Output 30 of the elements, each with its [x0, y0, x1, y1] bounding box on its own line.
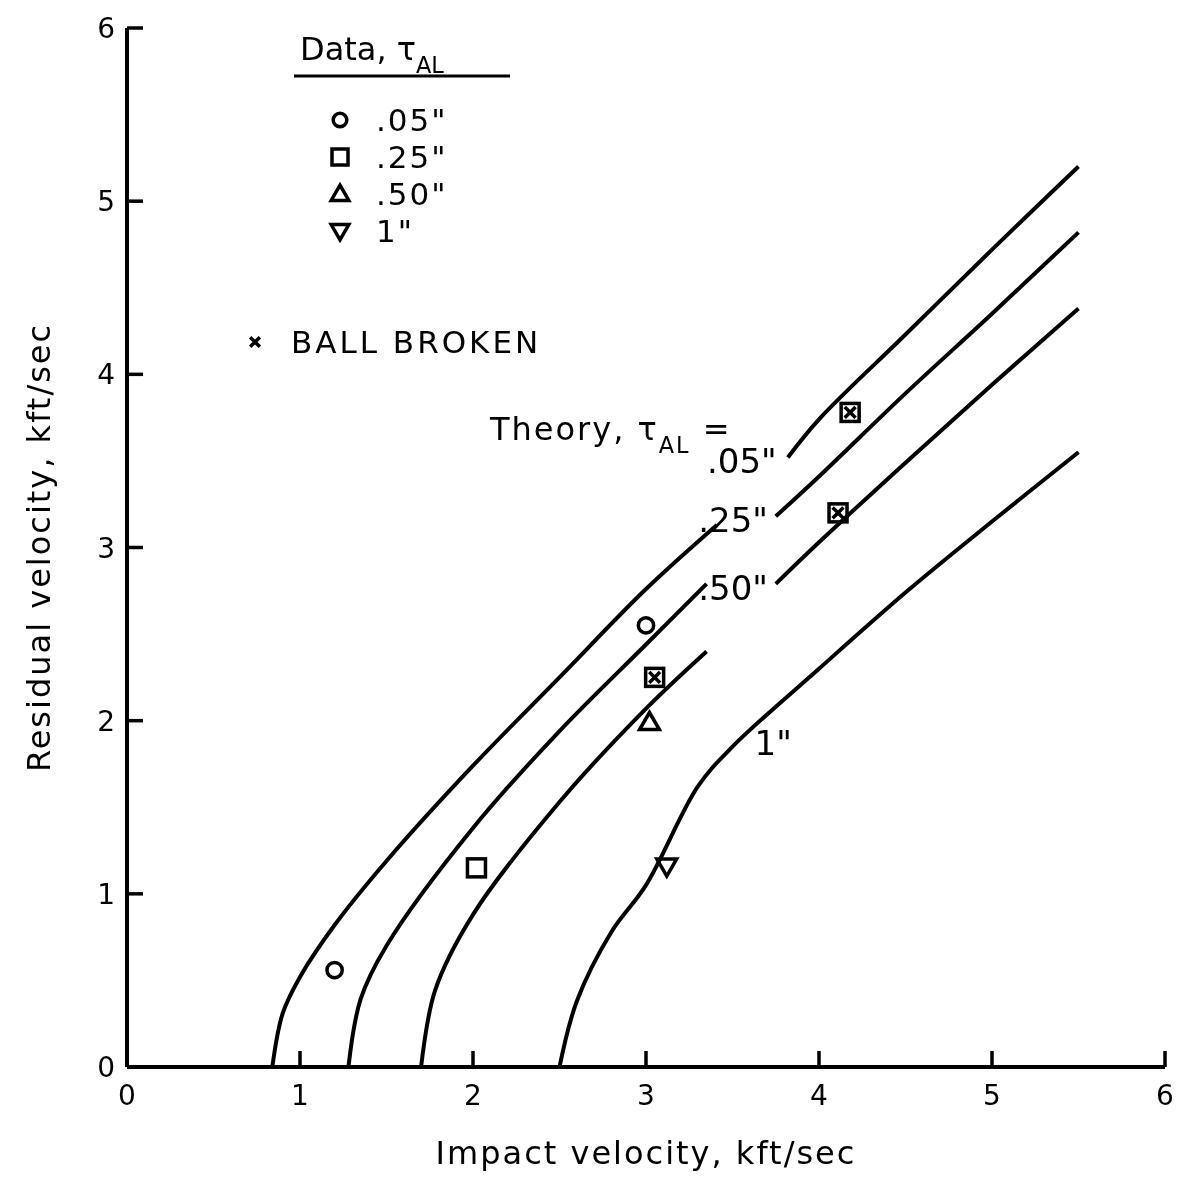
point — [655, 857, 679, 878]
legend-title: Data, τ$_{AL}$ — [300, 30, 445, 78]
x-tick-label: 3 — [637, 1079, 655, 1112]
legend-label: .50" — [376, 176, 448, 212]
x-tick-label: 5 — [983, 1079, 1001, 1112]
x-tick-label: 1 — [291, 1079, 309, 1112]
legend-label: .05" — [376, 102, 448, 138]
y-tick-label: 1 — [97, 877, 115, 911]
x-tick-label: 0 — [118, 1079, 136, 1112]
x-axis-title: Impact velocity, kft/sec — [435, 1134, 857, 1172]
point — [637, 710, 662, 732]
series-label: 1" — [754, 722, 792, 763]
legend-label: 1" — [376, 213, 414, 249]
series-label: .25" — [698, 500, 769, 541]
y-tick-label: 2 — [97, 704, 115, 738]
point — [636, 616, 656, 635]
point — [465, 857, 488, 879]
y-tick-label: 0 — [97, 1051, 115, 1084]
legend-label: .25" — [376, 139, 448, 175]
x-tick-label: 2 — [464, 1079, 482, 1112]
y-tick-label: 5 — [97, 185, 115, 219]
y-tick-label: 6 — [97, 12, 115, 45]
x-tick-label: 4 — [810, 1079, 828, 1112]
y-tick-label: 4 — [97, 358, 115, 392]
legend-label: BALL BROKEN — [291, 324, 542, 360]
series-label: .50" — [698, 567, 769, 608]
point — [325, 960, 344, 980]
y-tick-label: 3 — [97, 531, 115, 565]
x-tick-label: 6 — [1156, 1079, 1174, 1112]
y-axis-title: Residual velocity, kft/sec — [20, 322, 58, 773]
